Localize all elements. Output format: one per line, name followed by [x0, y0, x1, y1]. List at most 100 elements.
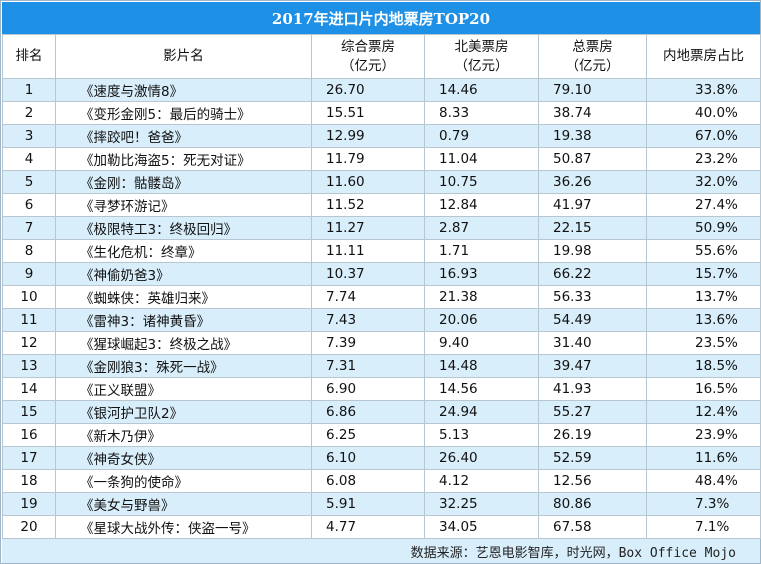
cell-na-box-office: 1.71	[424, 239, 539, 263]
table-row: 14 《正义联盟》 6.90 14.56 41.93 16.5%	[2, 377, 761, 401]
cell-na-box-office: 20.06	[424, 308, 539, 332]
cell-cn-box-office: 6.10	[311, 446, 425, 470]
header-row: 排名 影片名 综合票房 （亿元） 北美票房 （亿元） 总票房 （亿元） 内地票房…	[2, 34, 761, 79]
box-office-table: 排名 影片名 综合票房 （亿元） 北美票房 （亿元） 总票房 （亿元） 内地票房…	[2, 34, 761, 539]
cell-film-title: 《寻梦环游记》	[55, 193, 312, 217]
table-row: 5 《金刚：骷髅岛》 11.60 10.75 36.26 32.0%	[2, 170, 761, 194]
cell-cn-share: 11.6%	[646, 446, 761, 470]
cell-cn-box-office: 26.70	[311, 78, 425, 102]
cell-cn-box-office: 11.60	[311, 170, 425, 194]
cell-rank: 12	[2, 331, 56, 355]
cell-rank: 9	[2, 262, 56, 286]
cell-na-box-office: 14.56	[424, 377, 539, 401]
cell-film-title: 《生化危机：终章》	[55, 239, 312, 263]
cell-film-title: 《极限特工3：终极回归》	[55, 216, 312, 240]
cell-na-box-office: 21.38	[424, 285, 539, 309]
cell-cn-share: 23.2%	[646, 147, 761, 171]
cell-cn-box-office: 7.43	[311, 308, 425, 332]
cell-rank: 11	[2, 308, 56, 332]
table-row: 7 《极限特工3：终极回归》 11.27 2.87 22.15 50.9%	[2, 216, 761, 240]
cell-total-box-office: 56.33	[538, 285, 647, 309]
cell-rank: 4	[2, 147, 56, 171]
cell-total-box-office: 54.49	[538, 308, 647, 332]
table-row: 6 《寻梦环游记》 11.52 12.84 41.97 27.4%	[2, 193, 761, 217]
header-world-line2: （亿元）	[565, 57, 620, 74]
cell-na-box-office: 16.93	[424, 262, 539, 286]
cell-na-box-office: 5.13	[424, 423, 539, 447]
cell-na-box-office: 9.40	[424, 331, 539, 355]
cell-total-box-office: 80.86	[538, 492, 647, 516]
cell-rank: 8	[2, 239, 56, 263]
cell-film-title: 《变形金刚5：最后的骑士》	[55, 101, 312, 125]
cell-total-box-office: 55.27	[538, 400, 647, 424]
cell-total-box-office: 22.15	[538, 216, 647, 240]
cell-film-title: 《摔跤吧！爸爸》	[55, 124, 312, 148]
cell-rank: 17	[2, 446, 56, 470]
cell-total-box-office: 67.58	[538, 515, 647, 539]
cell-rank: 14	[2, 377, 56, 401]
cell-cn-share: 7.3%	[646, 492, 761, 516]
header-cn-line1: 综合票房	[341, 38, 395, 55]
cell-na-box-office: 0.79	[424, 124, 539, 148]
table-row: 12 《猩球崛起3：终极之战》 7.39 9.40 31.40 23.5%	[2, 331, 761, 355]
cell-cn-box-office: 6.25	[311, 423, 425, 447]
cell-na-box-office: 24.94	[424, 400, 539, 424]
cell-cn-share: 12.4%	[646, 400, 761, 424]
cell-na-box-office: 14.48	[424, 354, 539, 378]
cell-rank: 19	[2, 492, 56, 516]
table-row: 16 《新木乃伊》 6.25 5.13 26.19 23.9%	[2, 423, 761, 447]
cell-cn-share: 33.8%	[646, 78, 761, 102]
cell-total-box-office: 41.97	[538, 193, 647, 217]
cell-total-box-office: 19.38	[538, 124, 647, 148]
cell-rank: 15	[2, 400, 56, 424]
table-header: 排名 影片名 综合票房 （亿元） 北美票房 （亿元） 总票房 （亿元） 内地票房…	[2, 34, 761, 79]
cell-rank: 16	[2, 423, 56, 447]
table-row: 11 《雷神3：诸神黄昏》 7.43 20.06 54.49 13.6%	[2, 308, 761, 332]
cell-film-title: 《金刚狼3：殊死一战》	[55, 354, 312, 378]
cell-film-title: 《正义联盟》	[55, 377, 312, 401]
table-row: 18 《一条狗的使命》 6.08 4.12 12.56 48.4%	[2, 469, 761, 493]
cell-cn-box-office: 5.91	[311, 492, 425, 516]
cell-na-box-office: 34.05	[424, 515, 539, 539]
table-row: 2 《变形金刚5：最后的骑士》 15.51 8.33 38.74 40.0%	[2, 101, 761, 125]
cell-cn-box-office: 15.51	[311, 101, 425, 125]
cell-cn-share: 40.0%	[646, 101, 761, 125]
header-cn-box-office: 综合票房 （亿元）	[311, 34, 425, 79]
cell-total-box-office: 66.22	[538, 262, 647, 286]
table-row: 15 《银河护卫队2》 6.86 24.94 55.27 12.4%	[2, 400, 761, 424]
cell-cn-share: 55.6%	[646, 239, 761, 263]
table-title: 2017年进口片内地票房TOP20	[2, 2, 760, 34]
cell-film-title: 《速度与激情8》	[55, 78, 312, 102]
cell-total-box-office: 12.56	[538, 469, 647, 493]
cell-total-box-office: 52.59	[538, 446, 647, 470]
cell-rank: 1	[2, 78, 56, 102]
header-cn-share: 内地票房占比	[646, 34, 761, 79]
cell-na-box-office: 26.40	[424, 446, 539, 470]
table-row: 1 《速度与激情8》 26.70 14.46 79.10 33.8%	[2, 78, 761, 102]
cell-cn-box-office: 11.11	[311, 239, 425, 263]
cell-cn-box-office: 6.90	[311, 377, 425, 401]
cell-cn-box-office: 11.79	[311, 147, 425, 171]
table-row: 17 《神奇女侠》 6.10 26.40 52.59 11.6%	[2, 446, 761, 470]
header-na-line1: 北美票房	[454, 38, 509, 55]
table-row: 13 《金刚狼3：殊死一战》 7.31 14.48 39.47 18.5%	[2, 354, 761, 378]
cell-cn-share: 48.4%	[646, 469, 761, 493]
cell-cn-share: 18.5%	[646, 354, 761, 378]
cell-na-box-office: 11.04	[424, 147, 539, 171]
cell-rank: 7	[2, 216, 56, 240]
table-row: 10 《蜘蛛侠：英雄归来》 7.74 21.38 56.33 13.7%	[2, 285, 761, 309]
cell-cn-box-office: 7.39	[311, 331, 425, 355]
cell-film-title: 《星球大战外传：侠盗一号》	[55, 515, 312, 539]
cell-cn-share: 67.0%	[646, 124, 761, 148]
cell-cn-box-office: 6.86	[311, 400, 425, 424]
cell-film-title: 《蜘蛛侠：英雄归来》	[55, 285, 312, 309]
cell-cn-box-office: 6.08	[311, 469, 425, 493]
header-cn-line2: （亿元）	[341, 57, 395, 74]
cell-cn-share: 27.4%	[646, 193, 761, 217]
cell-na-box-office: 14.46	[424, 78, 539, 102]
cell-film-title: 《银河护卫队2》	[55, 400, 312, 424]
cell-rank: 2	[2, 101, 56, 125]
table-row: 8 《生化危机：终章》 11.11 1.71 19.98 55.6%	[2, 239, 761, 263]
cell-cn-box-office: 7.74	[311, 285, 425, 309]
